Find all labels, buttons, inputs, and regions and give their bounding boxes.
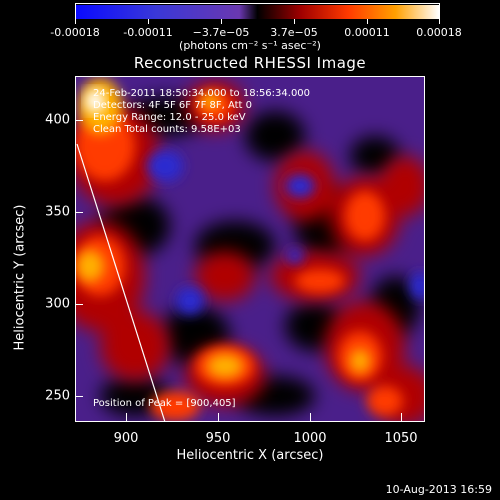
y-tick-label: 250 xyxy=(45,388,70,404)
annotation-method: Clean Total counts: 9.58E+03 xyxy=(93,124,241,135)
y-tick-label: 400 xyxy=(45,112,70,128)
colorbar-tick-1: -0.00018 xyxy=(50,26,100,39)
colorbar xyxy=(75,3,440,19)
image-title: Reconstructed RHESSI Image xyxy=(133,54,367,72)
annotation-energy: Energy Range: 12.0 - 25.0 keV xyxy=(93,112,246,123)
rhessi-image xyxy=(75,76,425,422)
colorbar-tick-3: −3.7e−05 xyxy=(192,26,250,39)
colorbar-gradient xyxy=(76,5,439,19)
colorbar-units: (photons cm⁻² s⁻¹ asec⁻²) xyxy=(179,39,321,52)
x-tick-label: 1000 xyxy=(293,431,327,446)
colorbar-tick-5: 0.00011 xyxy=(344,26,390,39)
x-tick-label: 950 xyxy=(205,431,231,446)
x-axis-label: Heliocentric X (arcsec) xyxy=(176,448,324,463)
solar-limb-line xyxy=(76,143,166,422)
colorbar-tick-2: -0.00011 xyxy=(123,26,173,39)
y-axis-label: Heliocentric Y (arcsec) xyxy=(12,204,28,351)
annotation-peak-position: Position of Peak = [900,405] xyxy=(93,398,236,409)
footer-date: 10-Aug-2013 16:59 xyxy=(385,483,492,496)
x-tick-label: 1050 xyxy=(384,431,418,446)
colorbar-tick-6: 0.00018 xyxy=(416,26,462,39)
y-tick-label: 300 xyxy=(45,296,70,312)
y-tick-label: 350 xyxy=(45,204,70,220)
x-tick-label: 900 xyxy=(113,431,139,446)
annotation-detectors: Detectors: 4F 5F 6F 7F 8F, Att 0 xyxy=(93,100,253,111)
annotation-time-range: 24-Feb-2011 18:50:34.000 to 18:56:34.000 xyxy=(93,88,311,99)
colorbar-tick-4: 3.7e−05 xyxy=(270,26,318,39)
